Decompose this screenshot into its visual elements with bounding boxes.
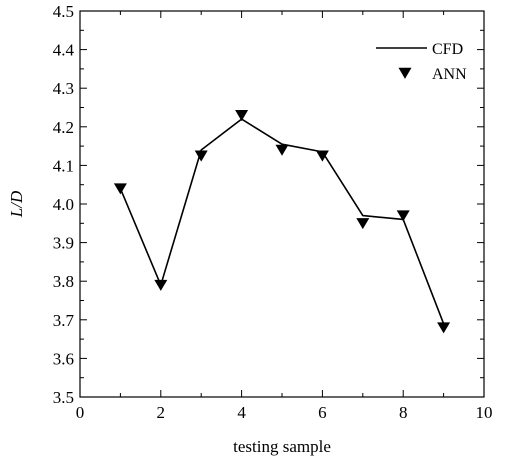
series-layer [113, 110, 451, 334]
ann-data-point [194, 150, 208, 162]
x-tick-label: 4 [237, 403, 246, 422]
legend-cfd-label: CFD [432, 41, 463, 58]
y-tick-label: 4.0 [53, 195, 74, 214]
x-tick-label: 6 [318, 403, 327, 422]
y-tick-label: 3.7 [53, 311, 75, 330]
ann-data-point [315, 150, 329, 162]
x-tick-label: 0 [76, 403, 85, 422]
y-tick-label: 4.1 [53, 156, 74, 175]
ann-data-point [356, 218, 370, 230]
legend-ann-label: ANN [432, 66, 467, 83]
y-tick-label: 3.9 [53, 234, 74, 253]
x-axis-title: testing sample [233, 437, 331, 456]
y-tick-label: 4.3 [53, 79, 74, 98]
x-tick-label: 2 [157, 403, 166, 422]
y-axis-title: L/D [7, 190, 26, 218]
plot-axes [79, 10, 485, 398]
y-tick-label: 3.5 [53, 388, 74, 407]
y-tick-label: 3.6 [53, 349, 74, 368]
ann-data-point [437, 322, 451, 334]
legend-ann-marker-swatch [398, 67, 412, 79]
y-tick-label: 4.2 [53, 118, 74, 137]
x-tick-label: 10 [476, 403, 493, 422]
tick-labels: 0 2 4 6 8 10 3.5 3.6 3.7 3.8 3.9 4.0 4.1 4.2 4.3 4.4 4.5 [53, 2, 493, 422]
ann-data-point [275, 144, 289, 156]
axis-ticks [79, 10, 485, 398]
x-tick-label: 8 [399, 403, 408, 422]
legend: CFD ANN [376, 41, 467, 83]
y-tick-label: 4.4 [53, 41, 75, 60]
y-tick-label: 3.8 [53, 272, 74, 291]
ann-data-point [396, 210, 410, 222]
ann-data-point [235, 110, 249, 122]
ann-data-point [113, 183, 127, 195]
y-tick-label: 4.5 [53, 2, 74, 21]
cfd-series-line [119, 118, 445, 324]
ann-data-point [154, 279, 168, 291]
plot-frame [79, 10, 485, 398]
